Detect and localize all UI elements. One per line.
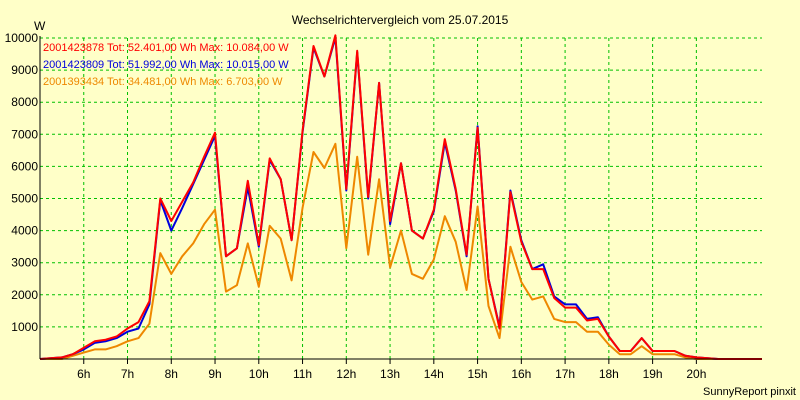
footer-credit: SunnyReport pinxit <box>703 386 796 398</box>
x-tick-label: 18h <box>599 367 619 381</box>
chart-title: Wechselrichtervergleich vom 25.07.2015 <box>292 13 509 27</box>
y-tick-label: 1000 <box>11 320 38 334</box>
x-tick-label: 6h <box>77 367 90 381</box>
y-tick-label: 6000 <box>11 159 38 173</box>
x-tick-label: 16h <box>511 367 531 381</box>
x-axis-ticks: 6h 7h 8h 9h 10h 11h 12h 13h 14h 15h 16h 17h 18h 19h 20… <box>77 359 706 381</box>
x-tick-label: 12h <box>336 367 356 381</box>
legend: 2001423878 Tot: 52.401,00 Wh Max: 10.084… <box>43 42 289 88</box>
y-tick-label: 9000 <box>11 63 38 77</box>
legend-entry-2: 2001423809 Tot: 51.992,00 Wh Max: 10.015… <box>43 59 289 71</box>
x-tick-label: 14h <box>424 367 444 381</box>
y-tick-label: 10000 <box>5 31 39 45</box>
axes <box>39 36 762 360</box>
x-tick-label: 17h <box>555 367 575 381</box>
x-tick-label: 8h <box>165 367 178 381</box>
x-tick-label: 19h <box>643 367 663 381</box>
y-tick-label: 8000 <box>11 95 38 109</box>
y-tick-label: 7000 <box>11 127 38 141</box>
x-tick-label: 10h <box>249 367 269 381</box>
y-axis-unit-label: W <box>34 19 46 33</box>
x-tick-label: 7h <box>121 367 134 381</box>
x-tick-label: 9h <box>208 367 221 381</box>
series-lines <box>39 34 762 360</box>
y-axis-ticks: 1000 2000 3000 4000 5000 6000 7000 8000 9000 1000… <box>5 31 39 334</box>
y-tick-label: 2000 <box>11 288 38 302</box>
legend-entry-3: 2001393434 Tot: 34.481,00 Wh Max: 6.703,… <box>43 76 283 88</box>
x-tick-label: 20h <box>686 367 706 381</box>
x-tick-label: 15h <box>468 367 488 381</box>
x-tick-label: 11h <box>293 367 312 381</box>
series-line-3 <box>40 142 762 360</box>
y-tick-label: 5000 <box>11 192 38 206</box>
series-line-1 <box>39 34 762 360</box>
x-tick-label: 13h <box>380 367 400 381</box>
legend-entry-1: 2001423878 Tot: 52.401,00 Wh Max: 10.084… <box>43 42 289 54</box>
y-tick-label: 3000 <box>11 256 38 270</box>
y-tick-label: 4000 <box>11 224 38 238</box>
